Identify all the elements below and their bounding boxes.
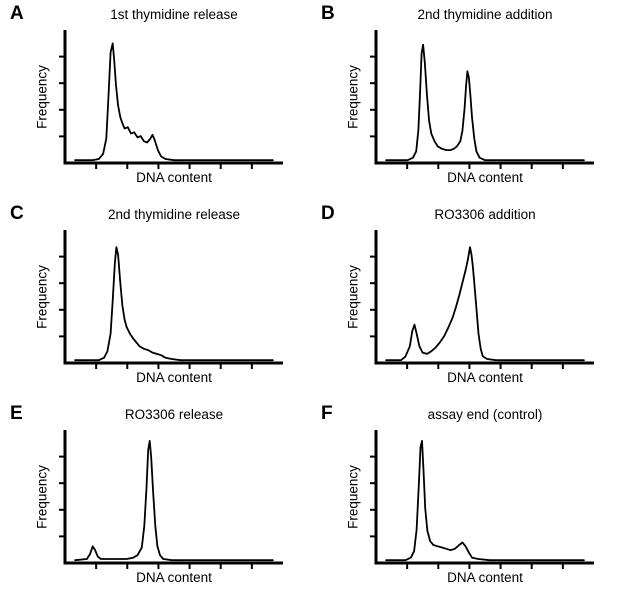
panel-title-a: 1st thymidine release — [110, 7, 238, 22]
histogram-plot-b — [370, 30, 594, 169]
panel-b: B 2nd thymidine addition Frequency DNA c… — [311, 0, 623, 200]
panel-title-c: 2nd thymidine release — [107, 207, 241, 222]
panel-a: A 1st thymidine release Frequency DNA co… — [0, 0, 311, 200]
panel-letter-b: B — [321, 3, 335, 24]
x-axis-label-f: DNA content — [447, 570, 523, 585]
x-axis-label-c: DNA content — [136, 370, 212, 385]
panel-c: C 2nd thymidine release Frequency DNA co… — [0, 200, 311, 400]
panel-title-d: RO3306 addition — [434, 207, 536, 222]
panel-title-b: 2nd thymidine addition — [417, 7, 553, 22]
panel-f: F assay end (control) Frequency DNA cont… — [311, 400, 623, 599]
y-axis-label-b: Frequency — [345, 65, 361, 129]
y-axis-label-f: Frequency — [345, 465, 361, 529]
x-axis-label-e: DNA content — [136, 570, 212, 585]
panel-title-f: assay end (control) — [427, 407, 543, 422]
histogram-plot-c — [59, 230, 283, 369]
histogram-plot-a — [59, 30, 283, 169]
histogram-plot-e — [59, 430, 283, 569]
y-axis-label-e: Frequency — [34, 465, 50, 529]
histogram-plot-f — [370, 430, 594, 569]
panel-d: D RO3306 addition Frequency DNA content — [311, 200, 623, 400]
x-axis-label-a: DNA content — [136, 170, 212, 185]
x-axis-label-b: DNA content — [447, 170, 523, 185]
panel-letter-e: E — [10, 403, 23, 424]
panel-letter-f: F — [321, 403, 333, 424]
panel-letter-a: A — [10, 3, 24, 24]
panel-letter-c: C — [10, 203, 24, 224]
panel-letter-d: D — [321, 203, 335, 224]
y-axis-label-c: Frequency — [34, 265, 50, 329]
x-axis-label-d: DNA content — [447, 370, 523, 385]
panel-title-e: RO3306 release — [124, 407, 224, 422]
histogram-plot-d — [370, 230, 594, 369]
y-axis-label-d: Frequency — [345, 265, 361, 329]
panel-e: E RO3306 release Frequency DNA content — [0, 400, 311, 599]
y-axis-label-a: Frequency — [34, 65, 50, 129]
